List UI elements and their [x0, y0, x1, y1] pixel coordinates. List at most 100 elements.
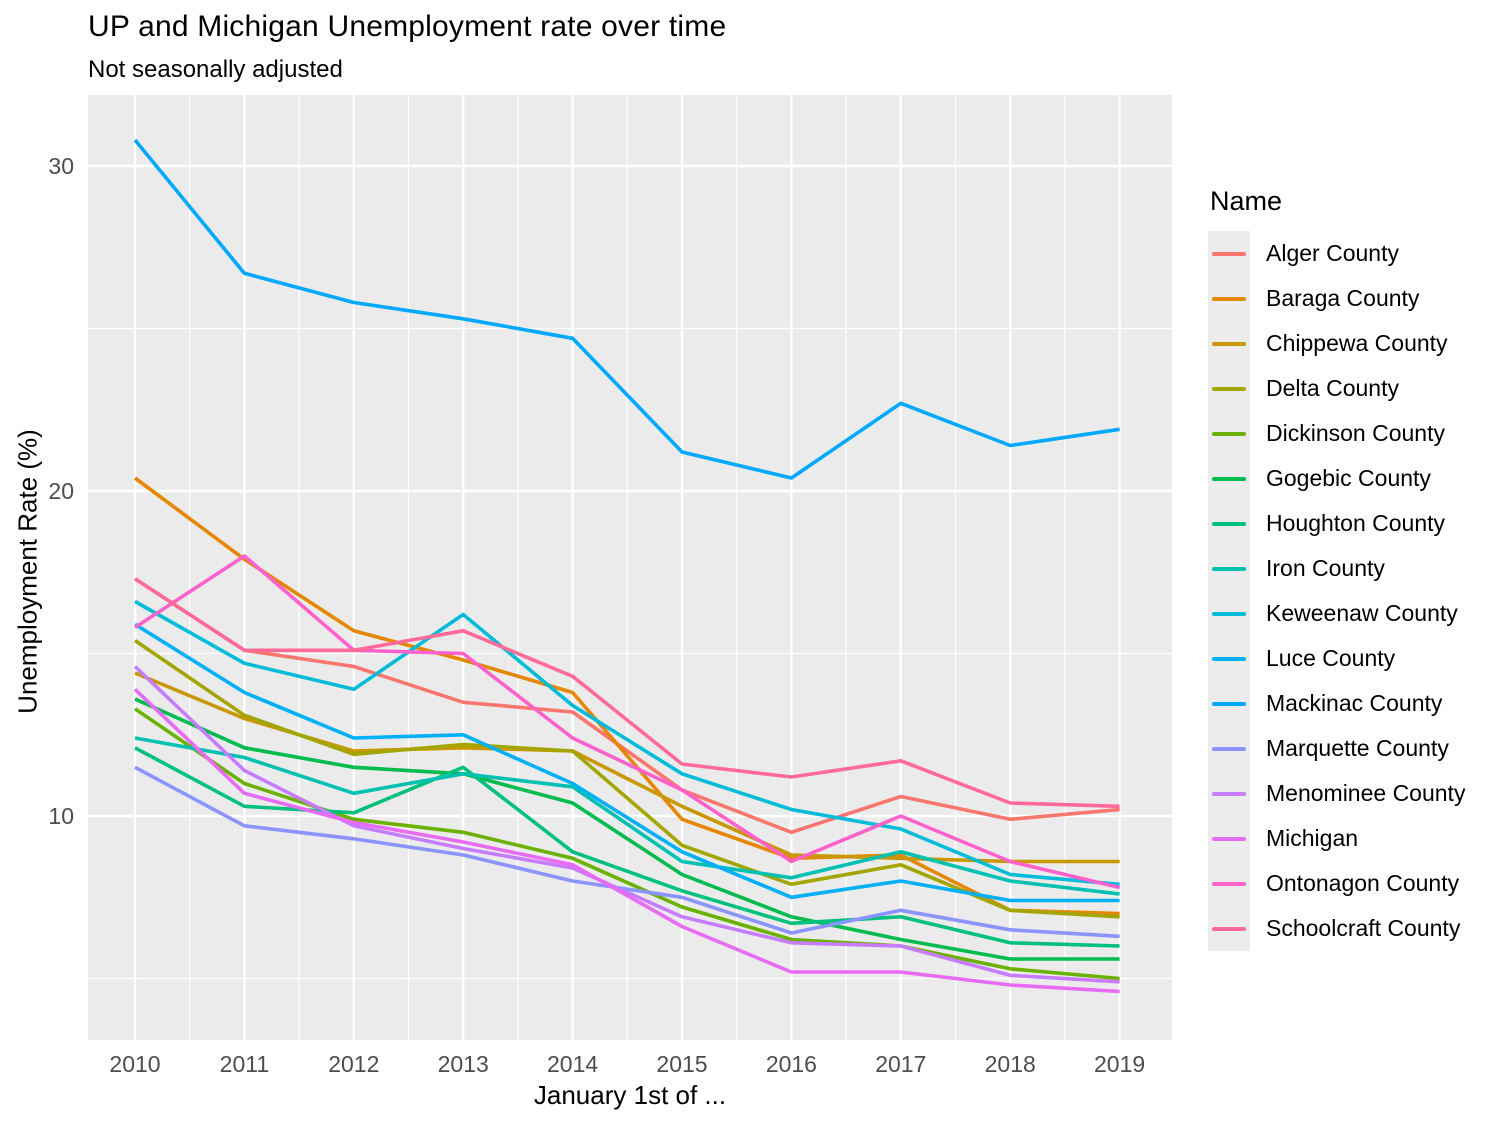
legend-color-line — [1212, 386, 1246, 391]
legend-color-line — [1212, 701, 1246, 706]
legend-label: Marquette County — [1266, 735, 1449, 761]
series-line-luce-county — [134, 622, 1120, 903]
series-line-marquette-county — [134, 765, 1120, 939]
legend-key-swatch — [1208, 906, 1250, 951]
legend-label: Alger County — [1266, 240, 1399, 266]
legend-key-swatch — [1208, 636, 1250, 681]
legend-color-line — [1212, 566, 1246, 571]
legend-key-swatch — [1208, 321, 1250, 366]
legend-label: Iron County — [1266, 555, 1385, 581]
legend-label: Luce County — [1266, 645, 1396, 671]
legend-item-keweenaw-county: Keweenaw County — [1208, 591, 1465, 636]
legend-label: Menominee County — [1266, 780, 1466, 806]
legend-color-line — [1212, 746, 1246, 751]
legend-item-chippewa-county: Chippewa County — [1208, 321, 1465, 366]
legend-item-marquette-county: Marquette County — [1208, 726, 1465, 771]
legend-color-line — [1212, 431, 1246, 436]
legend: Name Alger County Baraga County Chippewa C… — [1208, 186, 1465, 951]
legend-label: Mackinac County — [1266, 690, 1443, 716]
legend-key-swatch — [1208, 501, 1250, 546]
legend-key-swatch — [1208, 816, 1250, 861]
legend-items: Alger County Baraga County Chippewa County… — [1208, 231, 1465, 951]
chart-title: UP and Michigan Unemployment rate over t… — [88, 10, 727, 43]
series-line-dickinson-county — [133, 707, 1120, 981]
x-tick-label: 2014 — [547, 1051, 598, 1077]
x-tick-label: 2010 — [109, 1051, 160, 1077]
legend-label: Dickinson County — [1266, 420, 1445, 446]
legend-key-swatch — [1208, 276, 1250, 321]
legend-color-line — [1212, 926, 1246, 931]
legend-item-alger-county: Alger County — [1208, 231, 1465, 276]
series-line-michigan — [133, 687, 1120, 994]
x-tick-label: 2018 — [985, 1051, 1036, 1077]
legend-key-swatch — [1208, 366, 1250, 411]
x-tick-label: 2015 — [656, 1051, 707, 1077]
legend-color-line — [1212, 521, 1246, 526]
legend-key-swatch — [1208, 771, 1250, 816]
legend-key-swatch — [1208, 456, 1250, 501]
y-tick-label: 10 — [48, 803, 74, 829]
legend-item-ontonagon-county: Ontonagon County — [1208, 861, 1465, 906]
series-line-mackinac-county — [133, 138, 1120, 480]
y-tick-label: 30 — [48, 153, 74, 179]
legend-key-swatch — [1208, 546, 1250, 591]
series-line-delta-county — [133, 639, 1120, 919]
legend-item-schoolcraft-county: Schoolcraft County — [1208, 906, 1465, 951]
legend-item-baraga-county: Baraga County — [1208, 276, 1465, 321]
legend-item-luce-county: Luce County — [1208, 636, 1465, 681]
legend-color-line — [1212, 836, 1246, 841]
legend-color-line — [1212, 341, 1246, 346]
legend-label: Ontonagon County — [1266, 870, 1460, 896]
legend-key-swatch — [1208, 726, 1250, 771]
legend-label: Schoolcraft County — [1266, 915, 1461, 941]
legend-color-line — [1212, 881, 1246, 886]
legend-key-swatch — [1208, 231, 1250, 276]
series-line-ontonagon-county — [134, 554, 1121, 890]
legend-title: Name — [1210, 186, 1283, 216]
legend-item-houghton-county: Houghton County — [1208, 501, 1465, 546]
legend-key-swatch — [1208, 591, 1250, 636]
series-line-iron-county — [134, 736, 1120, 896]
legend-label: Delta County — [1266, 375, 1399, 401]
x-tick-label: 2012 — [328, 1051, 379, 1077]
legend-color-line — [1212, 656, 1246, 661]
x-tick-label: 2013 — [438, 1051, 489, 1077]
x-tick-label: 2011 — [220, 1051, 269, 1077]
legend-item-delta-county: Delta County — [1208, 366, 1465, 411]
legend-item-menominee-county: Menominee County — [1208, 771, 1465, 816]
series-line-alger-county — [134, 577, 1120, 835]
legend-item-mackinac-county: Mackinac County — [1208, 681, 1465, 726]
x-tick-label: 2019 — [1094, 1051, 1145, 1077]
legend-item-gogebic-county: Gogebic County — [1208, 456, 1465, 501]
series-line-schoolcraft-county — [134, 577, 1120, 809]
legend-label: Baraga County — [1266, 285, 1420, 311]
chart-subtitle: Not seasonally adjusted — [88, 56, 343, 83]
legend-label: Michigan — [1266, 825, 1359, 851]
y-axis-title: Unemployment Rate (%) — [12, 429, 43, 714]
series-line-menominee-county — [133, 665, 1120, 984]
series-line-baraga-county — [133, 476, 1120, 916]
legend-color-line — [1212, 611, 1246, 616]
legend-label: Keweenaw County — [1266, 600, 1458, 626]
legend-label: Gogebic County — [1266, 465, 1431, 491]
x-tick-label: 2016 — [766, 1051, 817, 1077]
legend-label: Houghton County — [1266, 510, 1446, 536]
legend-key-swatch — [1208, 861, 1250, 906]
x-axis-title: January 1st of ... — [533, 1080, 727, 1110]
legend-item-michigan: Michigan — [1208, 816, 1465, 861]
legend-label: Chippewa County — [1266, 330, 1448, 356]
series-line-keweenaw-county — [134, 599, 1120, 887]
series-line-gogebic-county — [134, 697, 1120, 961]
legend-key-swatch — [1208, 681, 1250, 726]
legend-item-iron-county: Iron County — [1208, 546, 1465, 591]
legend-color-line — [1212, 476, 1246, 481]
legend-color-line — [1212, 296, 1246, 301]
y-tick-label: 20 — [48, 478, 74, 504]
legend-color-line — [1212, 251, 1246, 256]
legend-item-dickinson-county: Dickinson County — [1208, 411, 1465, 456]
x-tick-label: 2017 — [875, 1051, 926, 1077]
legend-key-swatch — [1208, 411, 1250, 456]
legend-color-line — [1212, 791, 1246, 796]
